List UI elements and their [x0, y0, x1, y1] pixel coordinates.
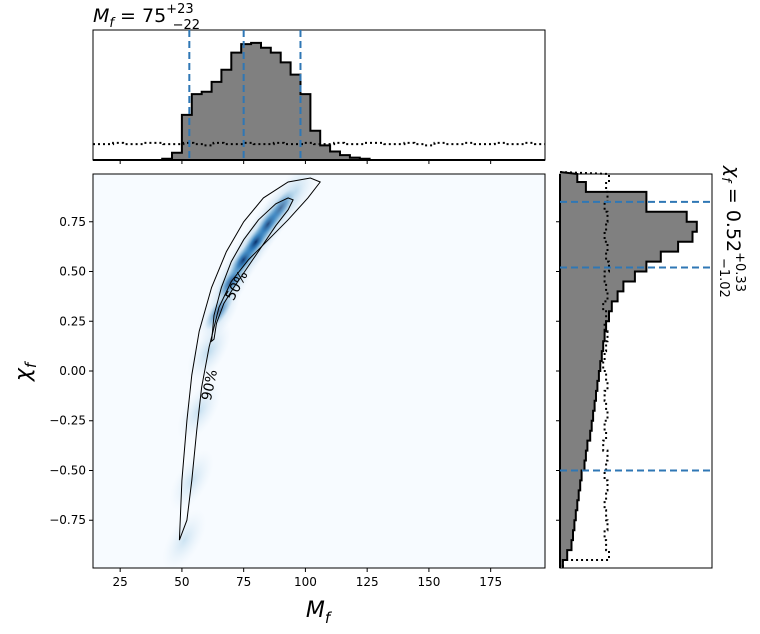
- spin-posterior-outline: [559, 171, 698, 568]
- y-tick-label-2: −0.25: [49, 414, 86, 428]
- mass-title-lower: −22: [173, 18, 200, 33]
- y-tick-label-3: 0.00: [59, 364, 86, 378]
- contour-label-1: 90%: [199, 368, 221, 402]
- mass-title-value: = 75: [114, 5, 166, 27]
- y-label-base: χ: [11, 367, 36, 382]
- y-tick-label-4: 0.25: [59, 314, 86, 328]
- x-tick-label-4: 125: [356, 575, 379, 589]
- x-tick-label-5: 150: [417, 575, 440, 589]
- mass-prior-line: [93, 141, 545, 147]
- mass-title-upper: +23: [166, 2, 193, 17]
- x-tick-label-2: 75: [236, 575, 251, 589]
- mass-top-ticks: [119, 160, 492, 164]
- spin-posterior-fill: [560, 172, 697, 568]
- x-tick-label-6: 175: [479, 575, 502, 589]
- x-tick-label-1: 50: [174, 575, 189, 589]
- spin-summary-title: χf = 0.52+0.33−1.02: [716, 165, 747, 298]
- mass-posterior-histogram: [93, 41, 545, 161]
- y-axis-label: χf: [11, 360, 40, 382]
- mass-title-sub: f: [109, 16, 116, 31]
- spin-title-value: = 0.52: [722, 182, 744, 252]
- density-halo-3: [187, 320, 232, 382]
- spin-title-sub: f: [718, 177, 733, 184]
- y-tick-label-0: −0.75: [49, 513, 86, 527]
- mass-summary-title: Mf = 75+23 −22: [93, 2, 200, 33]
- y-axis-ticks: −0.75 −0.50 −0.25 0.00 0.25 0.50 0.75: [49, 215, 93, 527]
- mass-title-base: M: [93, 5, 109, 27]
- y-tick-label-6: 0.75: [59, 215, 86, 229]
- y-tick-label-5: 0.50: [59, 265, 86, 279]
- x-label-sub: f: [325, 609, 333, 627]
- spin-title-base: χ: [722, 165, 744, 178]
- mass-marginal-histogram: [92, 29, 546, 164]
- spin-right-ticks: [556, 221, 560, 521]
- spin-marginal-histogram: [556, 171, 713, 569]
- spin-title-upper: +0.33: [732, 252, 747, 292]
- y-tick-label-1: −0.50: [49, 463, 86, 477]
- contour-90: [178, 177, 321, 541]
- spin-credible-lines: [560, 200, 712, 472]
- density-halo-0: [162, 509, 207, 568]
- x-label-base: M: [306, 598, 325, 623]
- density-core-0: [204, 292, 234, 330]
- mass-posterior-fill: [162, 42, 380, 160]
- mass-prior-histogram: [93, 141, 545, 147]
- contour-50: [210, 197, 294, 343]
- x-axis-ticks: 25 50 75 100 125 150 175: [113, 568, 502, 589]
- x-axis-label: Mf: [306, 598, 333, 627]
- y-label-sub: f: [22, 360, 40, 368]
- x-tick-label-0: 25: [113, 575, 128, 589]
- mass-posterior-outline: [161, 41, 380, 161]
- spin-title-lower: −1.02: [716, 258, 731, 298]
- joint-density-panel: 50%90% 25 50 75 100 125 150 175 −0.75−0.50−0.2…: [49, 173, 546, 589]
- x-tick-label-3: 100: [294, 575, 317, 589]
